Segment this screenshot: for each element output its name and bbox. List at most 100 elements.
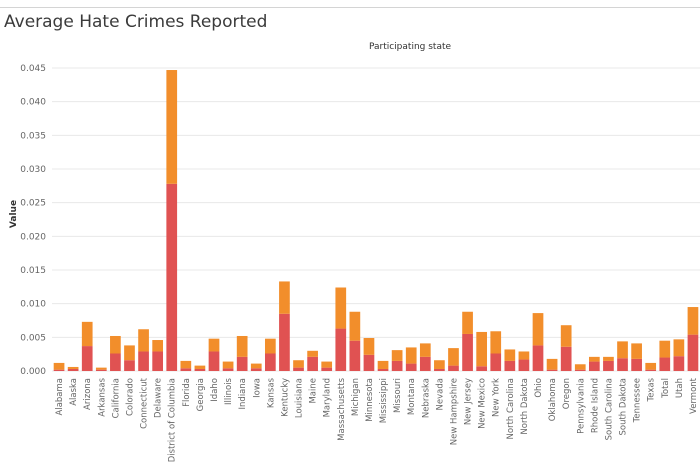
bar-segment [293, 360, 304, 368]
x-category-label: Nebraska [421, 378, 431, 418]
x-category-label: Connecticut [140, 377, 150, 429]
bar-segment [349, 340, 361, 371]
bars [53, 70, 699, 371]
bar-segment [518, 351, 530, 360]
bar-segment [335, 328, 347, 371]
x-category-label: Montana [407, 378, 417, 415]
x-category-label: Pennsylvania [576, 378, 586, 434]
bar-segment [53, 369, 65, 371]
x-category-label: Georgia [196, 378, 206, 411]
x-category-label: California [111, 378, 121, 418]
bar-segment [124, 345, 135, 361]
bar-segment [124, 360, 135, 371]
y-tick-label: 0.000 [20, 367, 46, 377]
bar-segment [574, 369, 586, 371]
bar-segment [419, 356, 431, 371]
x-category-label: New York [492, 378, 502, 417]
y-tick-label: 0.005 [20, 333, 46, 343]
bar-segment [67, 366, 79, 369]
bar-segment [349, 311, 361, 341]
bar-segment [208, 351, 220, 371]
bar-segment [659, 340, 671, 358]
bar-segment [138, 351, 149, 371]
bar-segment [67, 368, 79, 371]
x-category-label: Missouri [393, 378, 403, 413]
bar-segment [391, 360, 403, 371]
bar-segment [391, 350, 403, 361]
bar-segment [53, 362, 65, 370]
bar-segment [279, 281, 290, 314]
x-category-label: Colorado [125, 378, 135, 416]
x-category-label: Arizona [83, 378, 93, 410]
bar-segment [546, 369, 558, 371]
x-category-label: Maryland [323, 378, 333, 417]
x-category-label: New Hampshire [449, 378, 459, 445]
bar-segment [110, 353, 121, 371]
bar-segment [462, 333, 473, 371]
bar-segment [490, 331, 502, 354]
bar-segment [504, 349, 516, 361]
bar-segment [166, 183, 178, 371]
x-category-label: Illinois [224, 377, 234, 405]
bar-segment [180, 360, 192, 369]
x-category-label: Oregon [562, 378, 572, 409]
x-category-label: Minnesota [365, 378, 375, 422]
bar-segment [264, 338, 276, 354]
bar-segment [293, 367, 304, 371]
bar-segment [250, 368, 262, 371]
x-category-label: Arkansas [97, 377, 107, 416]
x-category-label: Nevada [435, 378, 445, 410]
bar-segment [279, 313, 290, 371]
bar-segment [617, 341, 628, 359]
bar-segment [81, 321, 93, 347]
bar-segment [363, 338, 375, 355]
x-category-label: North Carolina [506, 378, 516, 439]
x-category-label: Alaska [69, 378, 79, 406]
bar-segment [321, 367, 333, 371]
bar-segment [95, 369, 107, 371]
y-tick-label: 0.040 [20, 98, 46, 108]
bar-segment [448, 348, 459, 366]
bar-segment [152, 351, 164, 371]
bar-segment [518, 359, 530, 371]
bar-segment [645, 369, 657, 371]
bar-segment [631, 343, 642, 359]
x-category-label: Louisiana [295, 378, 305, 418]
bar-segment [377, 360, 389, 369]
column-header: Participating state [368, 42, 452, 52]
bar-segment [588, 356, 600, 362]
bar-segment [152, 340, 164, 352]
x-category-label: Rhode Island [590, 378, 600, 433]
bar-segment [81, 346, 93, 371]
bar-segment [194, 368, 206, 371]
x-category-label: North Dakota [520, 378, 530, 435]
x-category-label: Total [661, 378, 671, 399]
x-axis-categories: Alabama Alaska Arizona Arkansas California Co… [55, 377, 699, 462]
bar-segment [405, 363, 417, 371]
bar-segment [110, 335, 121, 354]
chart-title: Average Hate Crimes Reported [4, 12, 268, 32]
y-axis-ticks: 0.000 0.005 0.010 0.015 0.020 0.025 0.030 0.035… [20, 64, 46, 377]
x-category-label: Ohio [534, 378, 544, 398]
bar-segment [335, 287, 347, 329]
x-category-label: South Dakota [619, 378, 629, 436]
x-category-label: Utah [675, 378, 685, 398]
x-category-label: New Jersey [464, 378, 474, 425]
bar-segment [264, 353, 276, 371]
bar-segment [434, 368, 445, 371]
bar-segment [574, 364, 586, 370]
x-category-label: Oklahoma [548, 378, 558, 421]
x-category-label: Idaho [210, 378, 220, 402]
x-category-label: Vermont [689, 377, 699, 414]
bar-segment [645, 362, 657, 370]
x-category-label: New Mexico [478, 378, 488, 429]
x-category-label: District of Columbia [168, 378, 178, 462]
x-category-label: Alabama [55, 378, 65, 415]
bar-segment [363, 354, 375, 371]
bar-segment [462, 311, 473, 334]
x-category-label: Delaware [154, 378, 164, 418]
bar-segment [490, 353, 502, 371]
bar-segment [307, 350, 318, 357]
bar-segment [208, 338, 220, 352]
